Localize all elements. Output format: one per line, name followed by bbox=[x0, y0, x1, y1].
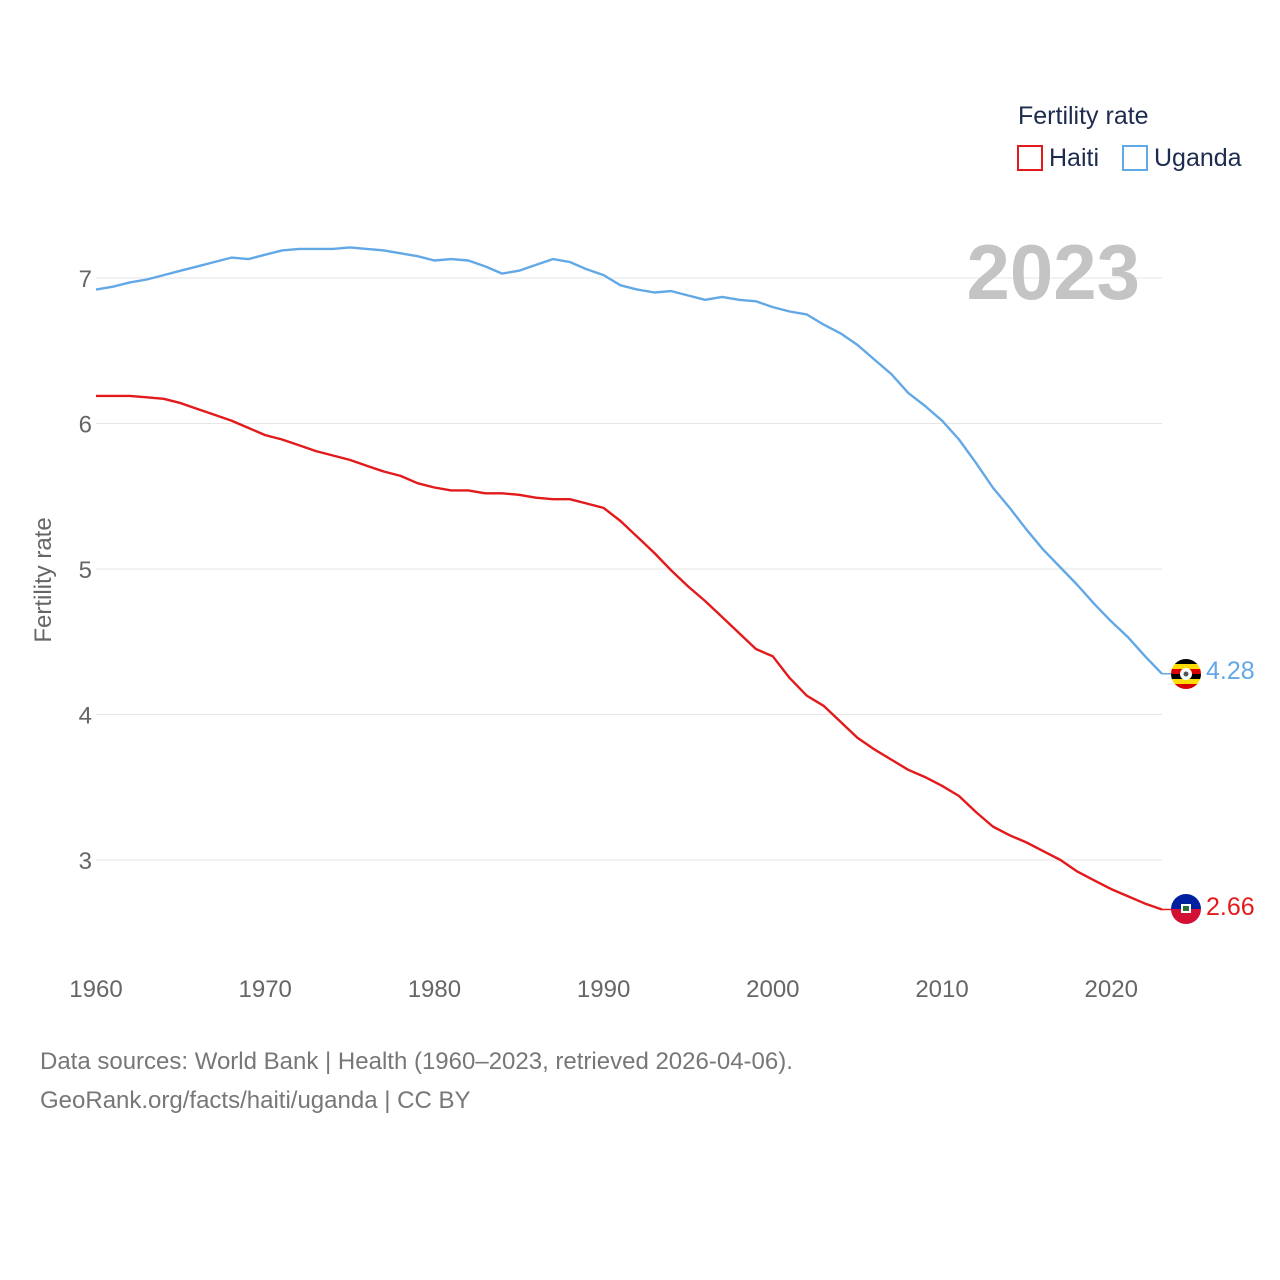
series-line-haiti[interactable] bbox=[96, 394, 1163, 911]
haiti-flag bbox=[1171, 894, 1201, 924]
x-tick-label: 2020 bbox=[1085, 976, 1138, 1003]
uganda-flag bbox=[1171, 659, 1201, 689]
data-sources-text: Data sources: World Bank | Health (1960–… bbox=[40, 1048, 793, 1075]
attribution-link[interactable]: GeoRank.org/facts/haiti/uganda | CC BY bbox=[40, 1087, 471, 1114]
year-label: 2023 bbox=[966, 228, 1140, 316]
legend-title: Fertility rate bbox=[1018, 102, 1149, 130]
x-tick-label: 1960 bbox=[69, 976, 122, 1003]
y-tick-label: 7 bbox=[79, 266, 92, 293]
series-lines bbox=[95, 246, 1172, 911]
y-axis-ticks: 3 4 5 6 7 bbox=[79, 266, 92, 875]
legend-swatch-haiti bbox=[1017, 145, 1043, 171]
x-tick-label: 1970 bbox=[239, 976, 292, 1003]
uganda-end-value: 4.28 bbox=[1206, 657, 1255, 685]
x-tick-label: 1980 bbox=[408, 976, 461, 1003]
series-line-uganda[interactable] bbox=[95, 246, 1163, 675]
y-tick-label: 4 bbox=[79, 703, 92, 730]
y-tick-label: 5 bbox=[79, 557, 92, 584]
legend-item-uganda[interactable]: Uganda bbox=[1122, 144, 1242, 172]
y-tick-label: 3 bbox=[79, 848, 92, 875]
x-tick-label: 1990 bbox=[577, 976, 630, 1003]
haiti-end-value: 2.66 bbox=[1206, 893, 1255, 921]
footer: Data sources: World Bank | Health (1960–… bbox=[40, 1042, 793, 1120]
legend-swatch-uganda bbox=[1122, 145, 1148, 171]
x-tick-label: 2010 bbox=[915, 976, 968, 1003]
legend: Fertility rate Haiti Uganda bbox=[1017, 102, 1242, 172]
legend-item-haiti[interactable]: Haiti bbox=[1017, 144, 1099, 172]
legend-label-haiti: Haiti bbox=[1049, 144, 1099, 172]
y-axis-title: Fertility rate bbox=[30, 517, 57, 642]
y-tick-label: 6 bbox=[79, 412, 92, 439]
legend-label-uganda: Uganda bbox=[1154, 144, 1242, 172]
gridlines bbox=[96, 277, 1162, 861]
x-tick-label: 2000 bbox=[746, 976, 799, 1003]
x-axis-ticks: 1960 1970 1980 1990 2000 2010 2020 bbox=[69, 976, 1138, 1003]
